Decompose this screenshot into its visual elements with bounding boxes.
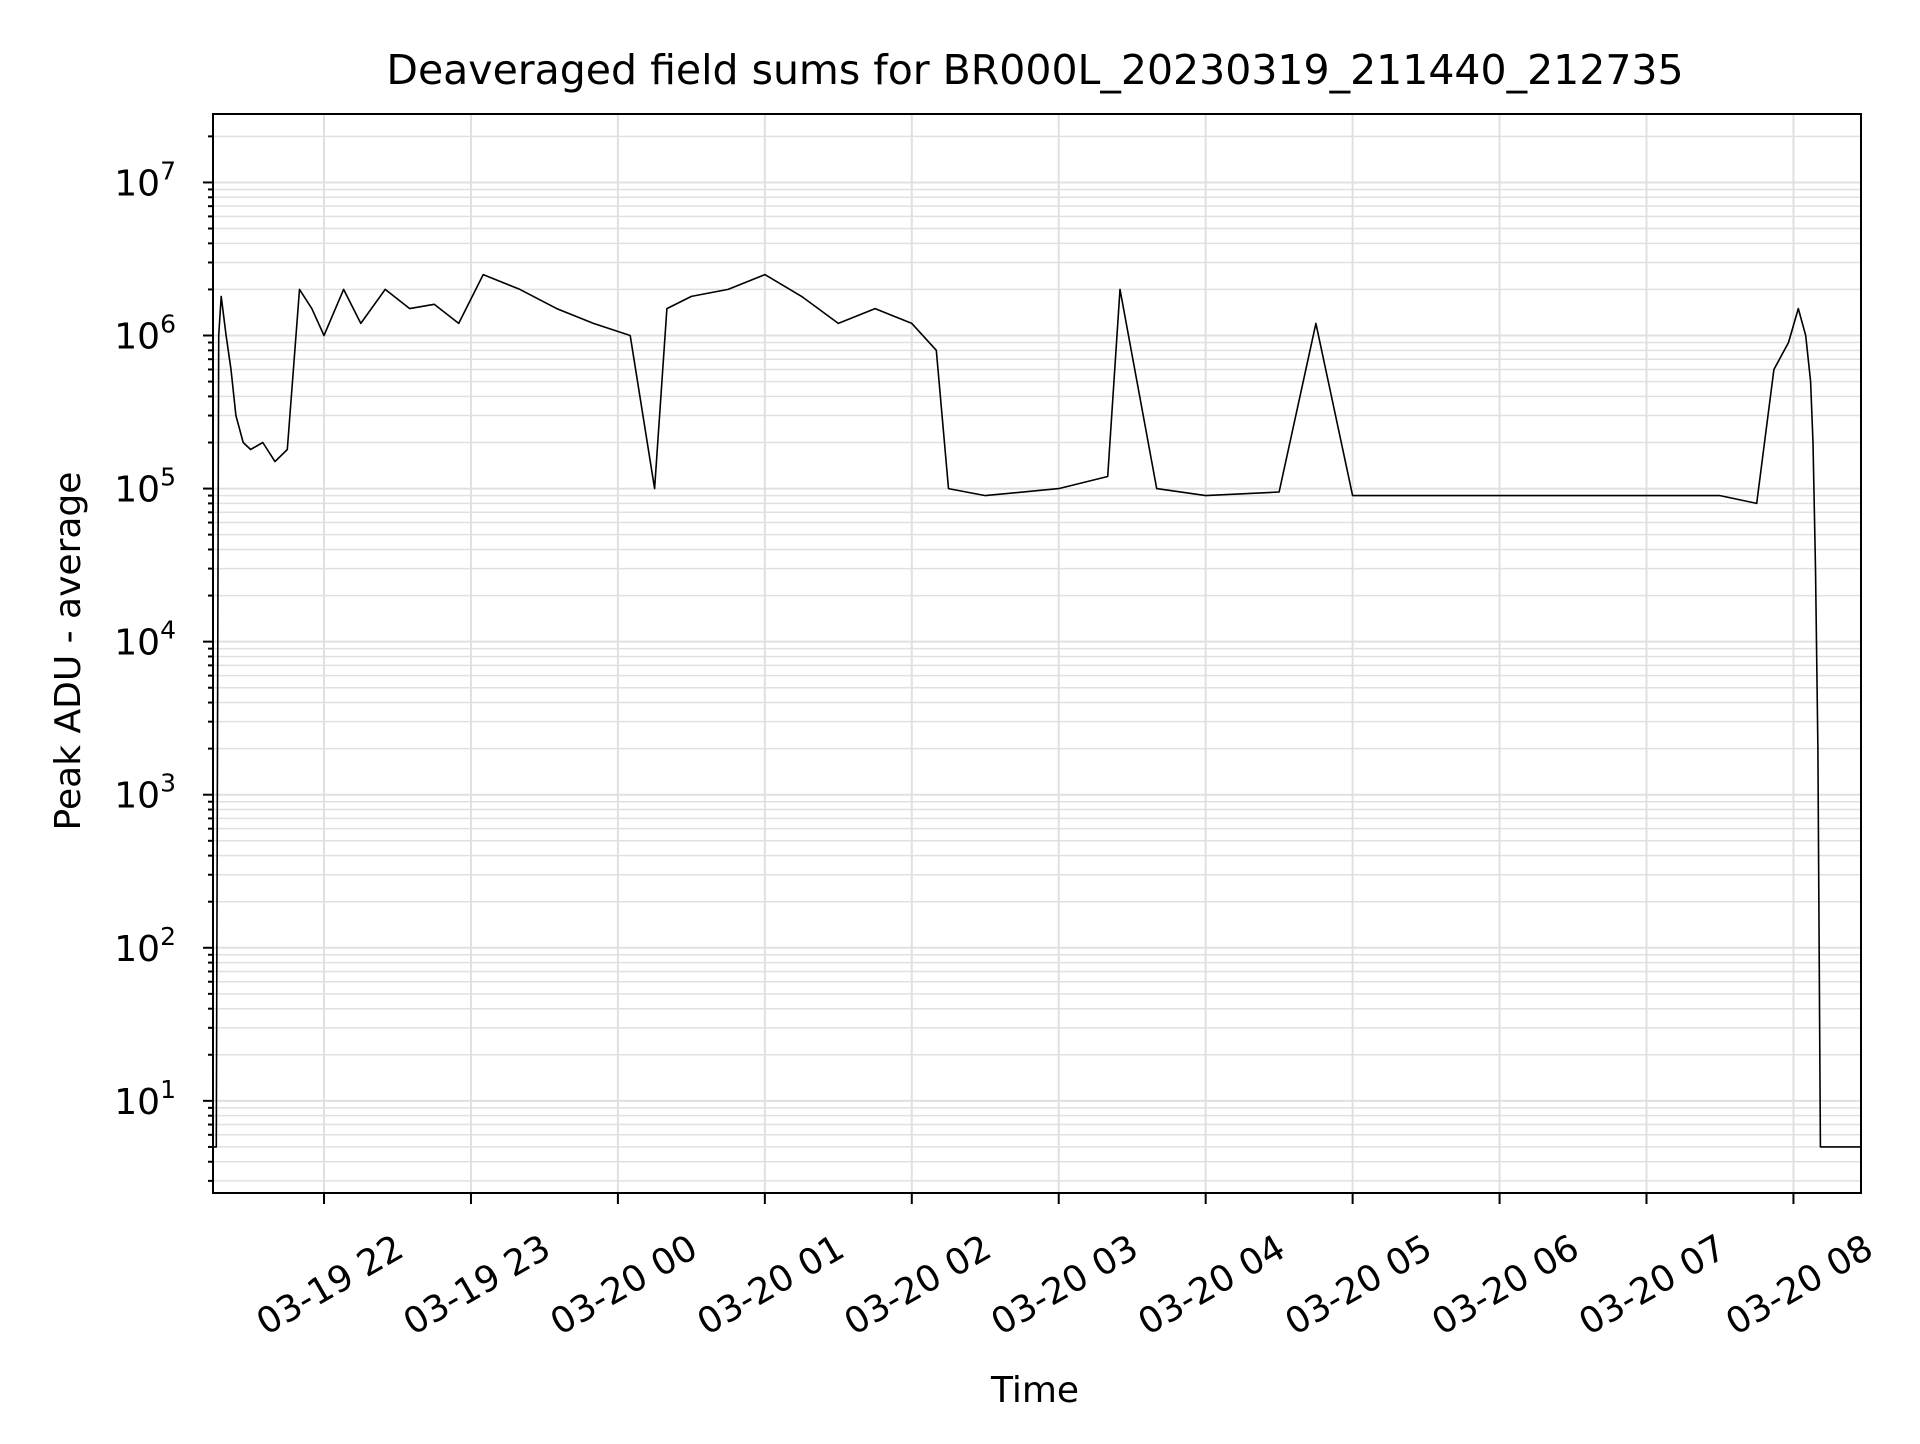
chart-title: Deaveraged field sums for BR000L_2023031… xyxy=(386,46,1683,94)
y-tick-label: 101 xyxy=(114,1075,176,1123)
y-tick-label: 106 xyxy=(114,310,176,358)
y-tick-exponent: 7 xyxy=(160,156,176,185)
y-tick-label: 107 xyxy=(114,156,176,204)
y-tick-label: 102 xyxy=(114,922,176,970)
plot-area xyxy=(213,273,1861,1148)
y-tick-exponent: 2 xyxy=(160,922,176,951)
grid xyxy=(213,114,1861,1193)
series-line xyxy=(213,273,1861,1148)
y-tick-exponent: 5 xyxy=(160,463,176,492)
y-tick-base: 10 xyxy=(114,317,160,358)
y-tick-base: 10 xyxy=(114,776,160,817)
y-tick-label: 104 xyxy=(114,616,176,664)
y-tick-exponent: 6 xyxy=(160,310,176,339)
y-tick-base: 10 xyxy=(114,623,160,664)
y-tick-base: 10 xyxy=(114,163,160,204)
y-tick-base: 10 xyxy=(114,470,160,511)
y-tick-exponent: 3 xyxy=(160,769,176,798)
x-axis-label: Time xyxy=(990,1370,1079,1411)
y-tick-base: 10 xyxy=(114,929,160,970)
y-tick-base: 10 xyxy=(114,1082,160,1123)
y-tick-exponent: 1 xyxy=(160,1075,176,1104)
plot-frame xyxy=(212,113,1862,1194)
y-tick-label: 103 xyxy=(114,769,176,817)
y-axis-label: Peak ADU - average xyxy=(48,472,89,831)
y-tick-label: 105 xyxy=(114,463,176,511)
y-tick-exponent: 4 xyxy=(160,616,176,645)
